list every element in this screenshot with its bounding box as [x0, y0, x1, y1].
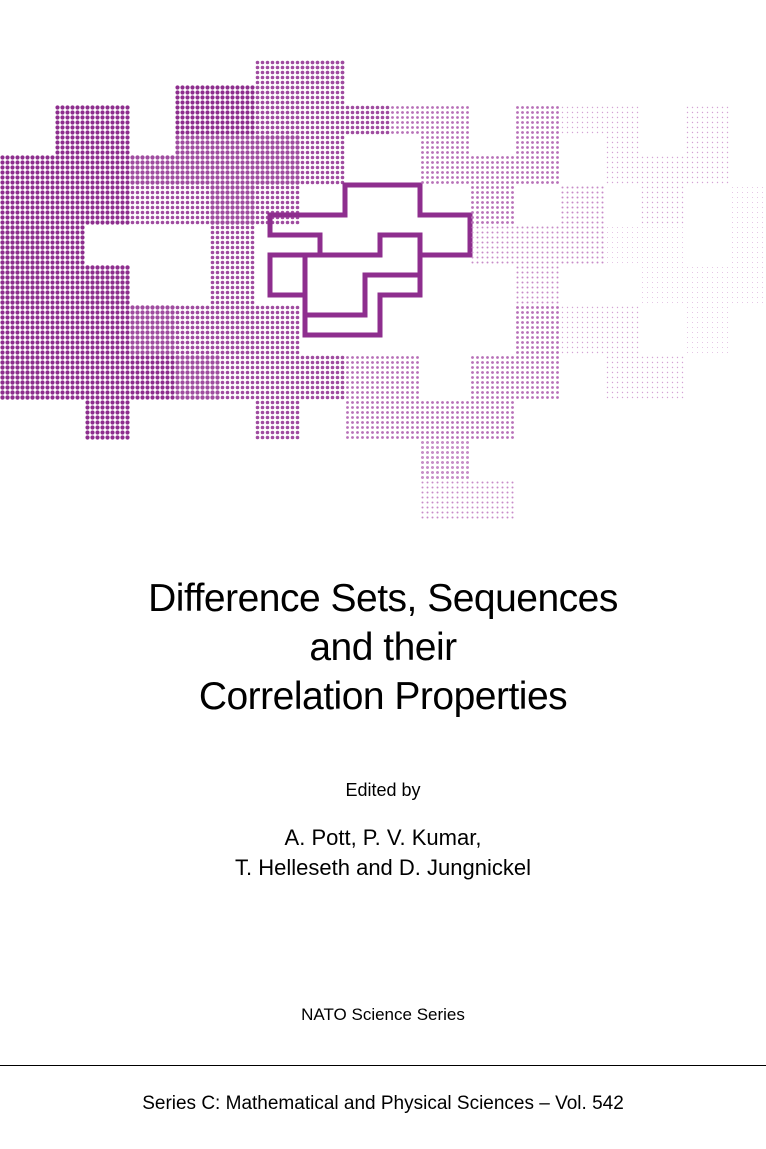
editors-line-2: T. Helleseth and D. Jungnickel — [0, 853, 766, 883]
cover-graphic — [0, 60, 766, 520]
series-footer: Series C: Mathematical and Physical Scie… — [0, 1093, 766, 1115]
edited-by-label: Edited by — [0, 780, 766, 801]
editors-line-1: A. Pott, P. V. Kumar, — [0, 823, 766, 853]
horizontal-divider — [0, 1065, 766, 1066]
title-line-2: and their — [0, 624, 766, 673]
book-title: Difference Sets, Sequences and their Cor… — [0, 575, 766, 721]
editors-block: Edited by A. Pott, P. V. Kumar, T. Helle… — [0, 780, 766, 882]
title-line-1: Difference Sets, Sequences — [0, 575, 766, 624]
series-name: NATO Science Series — [0, 1005, 766, 1025]
puzzle-pattern-svg — [0, 60, 766, 520]
title-line-3: Correlation Properties — [0, 673, 766, 722]
